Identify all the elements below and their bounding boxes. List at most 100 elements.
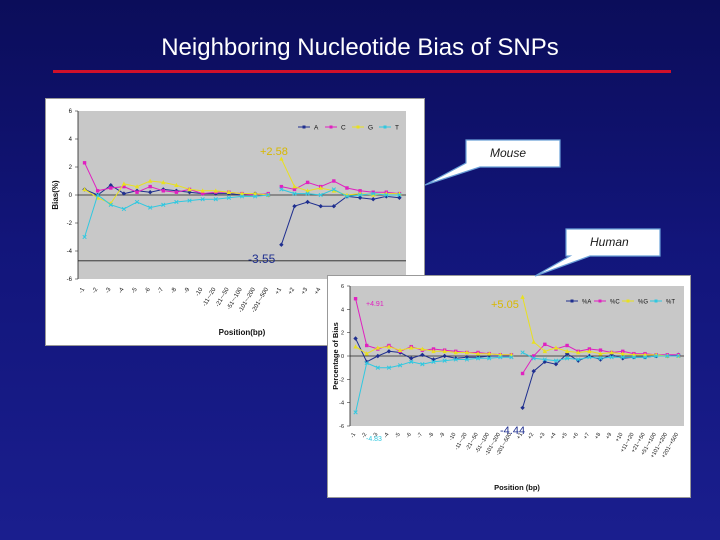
mouse-point-G — [371, 192, 376, 197]
human-point-%G — [475, 351, 481, 356]
human-point-%C — [565, 343, 569, 348]
human-ytick-label: 6 — [341, 284, 344, 290]
human-xtick-label: -10 — [448, 432, 457, 442]
human-point-%A — [431, 357, 436, 362]
human-xtick-label: +7 — [583, 432, 591, 440]
human-point-%G — [609, 350, 614, 355]
mouse-point-G — [292, 184, 297, 189]
mouse-xtick-label: +2 — [288, 286, 297, 295]
mouse-point-A — [292, 204, 297, 209]
mouse-point-T — [174, 199, 179, 205]
mouse-series-T-line — [281, 188, 400, 197]
human-point-%G — [386, 344, 392, 349]
mouse-xtick-label: +4 — [314, 286, 323, 295]
human-point-%T — [576, 357, 581, 362]
human-point-%T — [420, 362, 425, 367]
mouse-ytick-label: 0 — [69, 193, 73, 199]
human-point-%T — [676, 353, 681, 359]
mouse-point-T — [121, 206, 127, 212]
mouse-point-T — [384, 192, 389, 198]
human-ytick-label: -4 — [339, 401, 344, 407]
mouse-ytick-label: 6 — [69, 109, 73, 115]
mouse-point-A — [371, 197, 376, 202]
mouse-chart-panel: 6 4 2 0 -2 -4 -6 -1 -2 -3 -4 -5 -6 -7 -8 -9 -10 -11~-20 -2… — [45, 98, 425, 346]
human-point-%G — [531, 339, 536, 344]
mouse-xtick-label: -3 — [105, 286, 113, 294]
human-point-%G — [431, 348, 436, 354]
human-point-%G — [564, 348, 570, 354]
mouse-point-G — [239, 191, 245, 196]
human-point-%T — [386, 365, 392, 370]
human-point-%T — [553, 358, 559, 363]
mouse-point-T — [266, 192, 271, 198]
human-y-axis-title: Percentage of Bias — [331, 322, 340, 390]
mouse-xtick-label: -1 — [78, 286, 86, 294]
mouse-annotation: +2.58 — [260, 146, 288, 158]
mouse-ytick-label: -4 — [67, 249, 73, 255]
human-point-%A — [386, 349, 392, 354]
human-point-%A — [409, 356, 414, 361]
human-point-%A — [353, 336, 358, 341]
human-point-%T — [498, 355, 503, 360]
human-point-%T — [587, 355, 592, 360]
mouse-ytick-label: -2 — [67, 221, 73, 227]
human-point-%T — [564, 356, 570, 361]
mouse-point-T — [331, 187, 336, 192]
human-point-%G — [542, 348, 548, 354]
mouse-point-C — [135, 190, 139, 194]
human-annotation: -4.44 — [500, 425, 525, 437]
mouse-legend-marker — [383, 125, 387, 129]
mouse-callout-label: Mouse — [490, 146, 526, 160]
mouse-xtick-label: -8 — [170, 286, 178, 294]
human-point-%T — [453, 357, 458, 362]
mouse-point-T — [134, 199, 140, 205]
mouse-point-T — [279, 187, 284, 192]
human-point-%T — [475, 356, 481, 361]
mouse-legend-marker — [302, 125, 306, 129]
human-legend-label: %G — [638, 300, 648, 306]
mouse-point-G — [187, 187, 192, 192]
mouse-point-G — [318, 185, 323, 190]
human-xtick-label: -5 — [394, 432, 402, 439]
mouse-point-T — [252, 194, 258, 199]
human-point-%A — [420, 352, 425, 358]
mouse-point-C — [82, 161, 87, 165]
human-xtick-label: +5 — [560, 432, 568, 440]
human-ytick-label: -6 — [339, 424, 344, 430]
human-point-%G — [576, 350, 581, 355]
mouse-xtick-label: -10 — [195, 286, 205, 297]
mouse-point-G — [147, 178, 153, 183]
mouse-point-G — [121, 181, 127, 186]
mouse-xtick-label: -4 — [118, 286, 126, 294]
human-annotation: +5.05 — [491, 299, 519, 311]
mouse-point-C — [174, 190, 179, 194]
human-legend-marker — [598, 299, 602, 303]
human-point-%T — [442, 358, 447, 363]
mouse-point-T — [161, 202, 166, 207]
human-point-%T — [509, 355, 514, 360]
mouse-callout: Mouse — [424, 139, 561, 186]
mouse-point-T — [226, 195, 232, 200]
mouse-point-T — [108, 202, 113, 207]
mouse-xtick-label: -5 — [131, 286, 139, 294]
human-point-%G — [553, 345, 559, 350]
human-annotation: +4.91 — [366, 301, 384, 308]
mouse-point-C — [345, 186, 349, 190]
mouse-point-G — [174, 182, 179, 187]
human-point-%G — [453, 350, 458, 355]
mouse-ytick-label: 2 — [69, 165, 73, 171]
mouse-point-C — [371, 190, 375, 194]
mouse-point-A — [318, 204, 323, 209]
human-point-%A — [442, 353, 447, 359]
human-xtick-label: -8 — [428, 432, 436, 439]
human-legend-label: %A — [582, 300, 591, 306]
human-point-%T — [620, 355, 625, 360]
human-chart-panel: 6 4 2 0 -2 -4 -6 -1 -2 -3 -4 -5 -6 -7 -8 -9 -10 -11~-20 -2… — [327, 275, 691, 498]
human-xtick-label: -3 — [372, 432, 380, 439]
human-annotation: -4.83 — [366, 436, 382, 443]
mouse-point-C — [332, 179, 336, 183]
mouse-point-T — [371, 191, 376, 196]
human-legend-marker — [570, 299, 574, 303]
